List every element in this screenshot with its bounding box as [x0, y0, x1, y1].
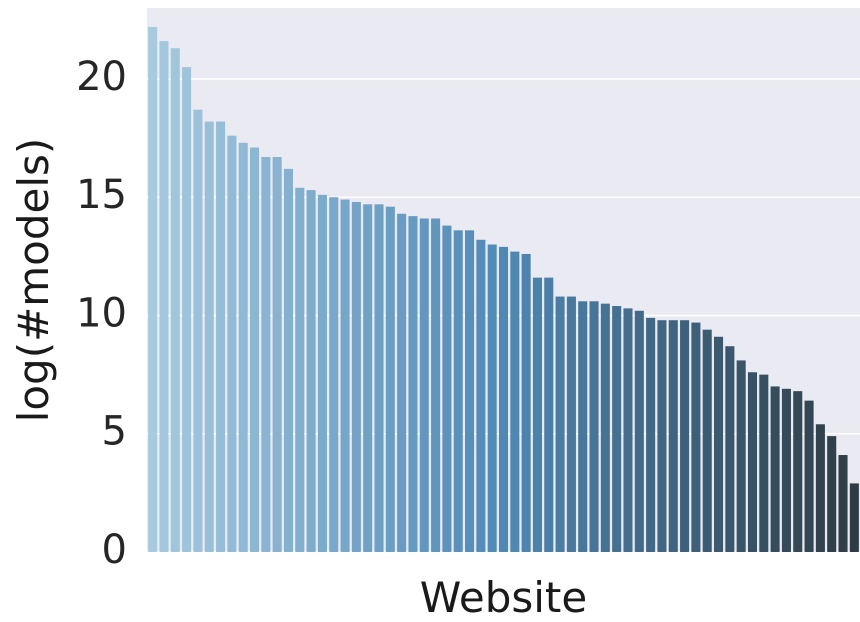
bar [261, 157, 271, 552]
bar [725, 346, 735, 552]
y-tick-label: 0 [102, 527, 127, 573]
bar [329, 197, 339, 552]
bar [408, 216, 418, 552]
bar [317, 194, 327, 552]
bar [193, 109, 203, 552]
bar [498, 246, 509, 552]
bar [397, 213, 407, 552]
bar [510, 251, 520, 553]
bar [532, 277, 542, 552]
bar [849, 483, 859, 552]
bar [736, 360, 746, 552]
y-axis-label: log(#models) [9, 138, 58, 423]
bar [170, 48, 180, 553]
y-axis-ticks: 0 5 10 15 20 [76, 54, 127, 573]
bar [476, 239, 486, 552]
bar [634, 310, 644, 552]
bar [612, 306, 622, 552]
bar [442, 225, 452, 552]
bars [148, 26, 859, 553]
bar [465, 230, 475, 552]
bar [521, 253, 531, 552]
bar [238, 142, 248, 553]
bar [793, 391, 803, 552]
bar [351, 201, 361, 553]
bar [295, 187, 305, 552]
bar [657, 320, 667, 552]
y-tick-label: 5 [102, 409, 127, 455]
bar [815, 424, 825, 552]
bar [566, 296, 576, 552]
bar [555, 296, 565, 552]
bar [702, 329, 712, 552]
bar [385, 206, 395, 552]
bar [159, 41, 169, 553]
bar [600, 303, 610, 552]
bar [668, 320, 678, 552]
bar [827, 436, 837, 552]
bar [714, 336, 724, 552]
bar [680, 320, 690, 552]
bar [487, 244, 497, 553]
bar [272, 157, 282, 552]
bar [453, 230, 463, 552]
bar [623, 308, 633, 552]
bar [249, 147, 260, 552]
bar [578, 301, 588, 552]
bar [431, 218, 441, 553]
bar [363, 204, 373, 552]
bar [283, 168, 293, 552]
bar [182, 67, 192, 552]
bar [216, 121, 226, 553]
bar [804, 400, 814, 552]
bar [340, 199, 350, 552]
bar [589, 301, 599, 552]
bar [544, 277, 554, 552]
bar [838, 455, 848, 552]
bar [227, 135, 237, 552]
bar [646, 317, 656, 552]
x-axis-label: Website [420, 573, 587, 622]
bar [747, 372, 758, 552]
bar [691, 322, 701, 552]
y-tick-label: 20 [76, 54, 127, 100]
bar [770, 386, 780, 552]
bar [148, 26, 158, 552]
bar [204, 121, 214, 553]
y-tick-label: 15 [76, 172, 127, 218]
y-tick-label: 10 [76, 290, 127, 336]
bar [306, 190, 316, 552]
bar [374, 204, 384, 552]
bar [759, 374, 769, 552]
bar [419, 218, 429, 553]
bar [781, 388, 791, 552]
